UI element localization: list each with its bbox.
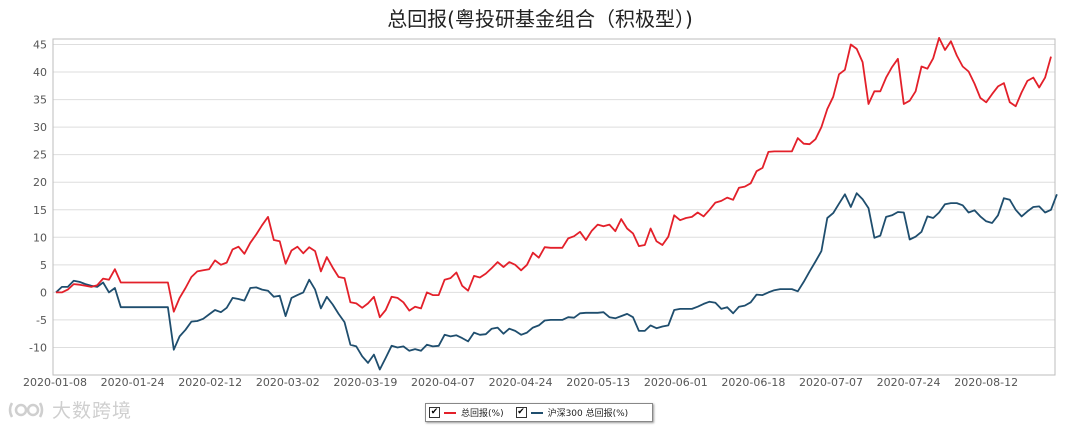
x-tick-label: 2020-04-07 bbox=[411, 376, 475, 389]
x-tick-label: 2020-03-19 bbox=[333, 376, 397, 389]
x-axis-ticks: 2020-01-08 2020-01-24 2020-02-12 2020-03-02… bbox=[23, 376, 1018, 389]
y-axis-ticks: 45 40 35 30 25 20 15 10 5 0 -5 -10 bbox=[29, 39, 47, 355]
y-tick-label: 25 bbox=[33, 149, 47, 162]
y-tick-label: 35 bbox=[33, 94, 47, 107]
chart-title: 总回报(粤投研基金组合（积极型）) bbox=[387, 7, 693, 31]
y-tick-label: 15 bbox=[33, 204, 47, 217]
y-tick-label: 30 bbox=[33, 121, 47, 134]
legend-swatch bbox=[530, 411, 543, 414]
plot-frame bbox=[52, 38, 1056, 376]
watermark-logo-icon bbox=[8, 401, 44, 418]
y-tick-label: 40 bbox=[33, 66, 47, 79]
watermark: 大数跨境 bbox=[6, 396, 132, 423]
y-tick-label: 45 bbox=[33, 39, 47, 52]
x-tick-label: 2020-05-13 bbox=[566, 376, 630, 389]
legend-label: 总回报(%) bbox=[461, 409, 504, 419]
y-tick-label: -10 bbox=[29, 341, 47, 354]
x-tick-label: 2020-02-12 bbox=[178, 376, 242, 389]
x-tick-label: 2020-06-18 bbox=[721, 376, 785, 389]
legend-checkbox[interactable]: ✔ bbox=[429, 407, 440, 418]
series-line-total-return bbox=[56, 37, 1052, 319]
y-tick-label: -5 bbox=[36, 314, 47, 327]
legend-swatch bbox=[444, 411, 456, 414]
y-tick-label: 10 bbox=[33, 231, 47, 244]
y-tick-label: 5 bbox=[40, 259, 47, 272]
x-tick-label: 2020-07-07 bbox=[799, 376, 863, 389]
series-line-csi300-return bbox=[55, 192, 1058, 371]
x-tick-label: 2020-04-24 bbox=[489, 376, 553, 389]
legend-item-total-return[interactable]: ✔ 总回报(%) bbox=[429, 406, 504, 419]
legend-label: 沪深300 总回报(%) bbox=[547, 409, 629, 419]
legend-item-csi300-return[interactable]: ✔ 沪深300 总回报(%) bbox=[515, 406, 629, 419]
x-tick-label: 2020-01-08 bbox=[23, 376, 87, 389]
series-lines bbox=[55, 37, 1058, 371]
x-tick-label: 2020-03-02 bbox=[256, 376, 320, 389]
watermark-text: 大数跨境 bbox=[52, 400, 133, 422]
legend: ✔ 总回报(%) ✔ 沪深300 总回报(%) bbox=[425, 403, 653, 422]
legend-checkbox[interactable]: ✔ bbox=[515, 407, 527, 418]
grid bbox=[53, 44, 1055, 348]
y-tick-label: 0 bbox=[40, 286, 47, 299]
x-tick-label: 2020-01-24 bbox=[101, 376, 165, 389]
x-tick-label: 2020-06-01 bbox=[644, 376, 708, 389]
x-tick-label: 2020-07-24 bbox=[877, 376, 941, 389]
x-tick-label: 2020-08-12 bbox=[954, 376, 1018, 389]
y-tick-label: 20 bbox=[33, 176, 47, 189]
